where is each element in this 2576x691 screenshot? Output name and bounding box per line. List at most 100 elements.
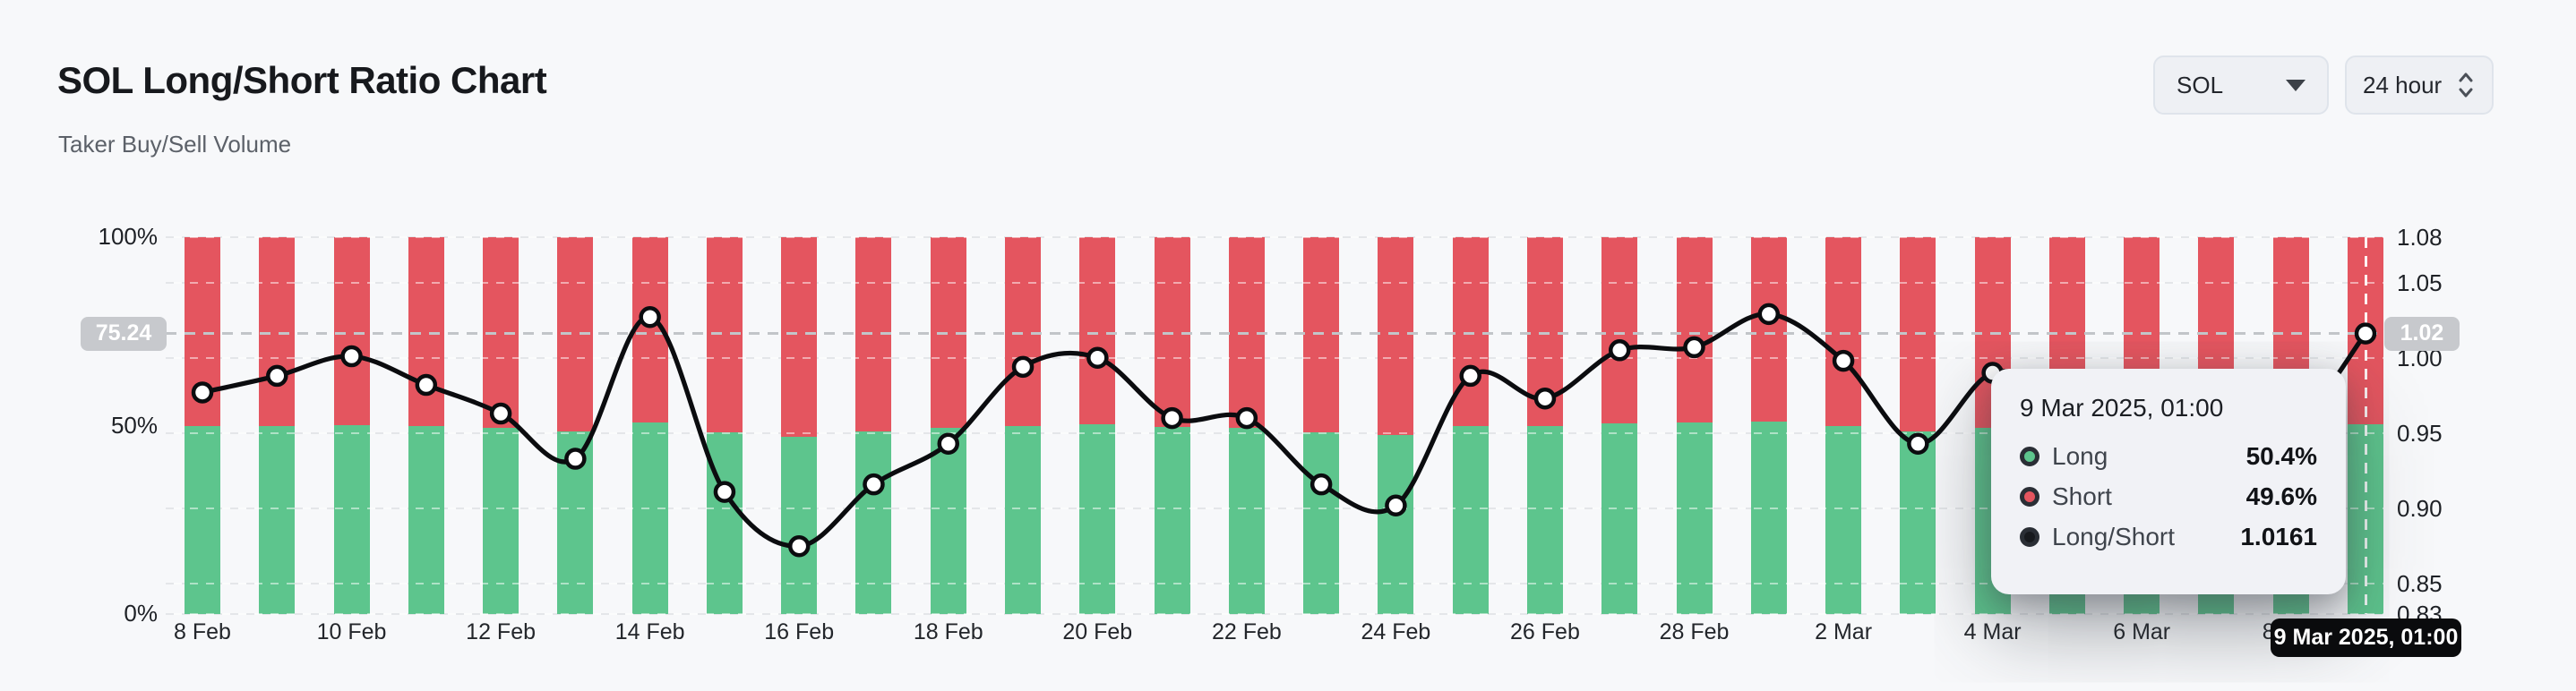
line-marker xyxy=(1309,473,1333,496)
bar-short-segment[interactable] xyxy=(333,237,370,425)
bar-short-segment[interactable] xyxy=(259,237,296,426)
y-axis-left-label: 50% xyxy=(110,411,158,439)
bar-long-segment[interactable] xyxy=(1452,425,1489,614)
long-short-dot-icon xyxy=(2020,527,2039,547)
line-marker xyxy=(1161,406,1183,430)
bar-short-segment[interactable] xyxy=(781,237,818,438)
bar-long-segment[interactable] xyxy=(333,424,370,614)
y-axis-right-label: 1.05 xyxy=(2397,269,2443,296)
tooltip-long-label: Long xyxy=(2052,442,2108,470)
x-axis-label: 2 Mar xyxy=(1815,619,1873,644)
x-axis-label: 20 Feb xyxy=(1062,619,1133,644)
caret-down-icon xyxy=(2286,79,2306,91)
x-axis-label: 8 Feb xyxy=(174,619,231,644)
line-marker xyxy=(2354,322,2377,345)
bar-long-segment[interactable] xyxy=(1676,422,1713,614)
x-axis-label: 26 Feb xyxy=(1510,619,1580,644)
x-axis-label: 18 Feb xyxy=(913,619,983,644)
gridline-overlay xyxy=(166,236,2383,238)
tooltip-row-short: Short 49.6% xyxy=(2020,482,2317,511)
bar-long-segment[interactable] xyxy=(1601,422,1638,614)
y-axis-left-label: 0% xyxy=(124,600,158,627)
line-marker xyxy=(1608,339,1631,362)
bar-short-segment[interactable] xyxy=(1154,237,1190,428)
line-marker xyxy=(1011,355,1035,379)
bar-long-segment[interactable] xyxy=(1005,425,1042,614)
page-subtitle: Taker Buy/Sell Volume xyxy=(58,131,292,158)
crosshair-left-badge: 75.24 xyxy=(81,316,167,351)
bar-long-segment[interactable] xyxy=(1526,425,1563,614)
line-marker xyxy=(937,432,960,455)
sort-chevrons-icon xyxy=(2456,70,2476,100)
tooltip-long-value: 50.4% xyxy=(2245,442,2317,470)
tooltip-short-value: 49.6% xyxy=(2245,482,2317,510)
bar-short-segment[interactable] xyxy=(1079,237,1116,424)
tooltip-long-short-label: Long/Short xyxy=(2052,523,2175,550)
line-marker xyxy=(1086,346,1109,369)
x-axis-label: 16 Feb xyxy=(764,619,835,644)
x-axis-label: 24 Feb xyxy=(1361,619,1431,644)
x-axis-label: 10 Feb xyxy=(316,619,387,644)
line-marker xyxy=(1533,387,1557,410)
bar-long-segment[interactable] xyxy=(1750,421,1787,614)
line-marker xyxy=(1907,432,1929,455)
y-axis-left-label: 100% xyxy=(98,223,159,250)
bar-long-segment[interactable] xyxy=(1825,425,1862,614)
gridline-overlay xyxy=(166,508,2383,510)
symbol-select-value: SOL xyxy=(2177,71,2224,98)
line-marker xyxy=(191,381,214,404)
x-axis-label: 28 Feb xyxy=(1659,619,1730,644)
y-axis-right-label: 1.08 xyxy=(2397,224,2443,251)
bar-short-segment[interactable] xyxy=(1825,237,1862,426)
y-axis-right-label: 0.95 xyxy=(2397,419,2443,447)
symbol-select[interactable]: SOL xyxy=(2153,55,2329,115)
page-title: SOL Long/Short Ratio Chart xyxy=(57,59,547,101)
gridline-overlay xyxy=(166,356,2383,359)
line-marker xyxy=(1757,303,1781,326)
gridline-overlay xyxy=(166,431,2383,434)
bar-short-segment[interactable] xyxy=(1750,237,1787,422)
tooltip: 9 Mar 2025, 01:00 Long 50.4% Short 49.6%… xyxy=(1991,369,2346,594)
x-axis-label: 6 Mar xyxy=(2113,619,2171,644)
line-marker xyxy=(787,534,811,558)
bar-long-segment[interactable] xyxy=(259,425,296,614)
gridline-overlay xyxy=(166,583,2383,585)
crosshair-date-label: 9 Mar 2025, 01:00 xyxy=(2271,618,2461,657)
crosshair-vertical-line xyxy=(2364,237,2367,614)
bar-long-segment[interactable] xyxy=(1154,427,1190,614)
tooltip-row-long-short: Long/Short 1.0161 xyxy=(2020,523,2317,551)
tooltip-short-label: Short xyxy=(2052,482,2112,510)
long-dot-icon xyxy=(2020,447,2039,466)
bar-short-segment[interactable] xyxy=(1378,237,1414,436)
x-axis-label: 22 Feb xyxy=(1211,619,1282,644)
line-marker xyxy=(639,306,661,328)
bar-short-segment[interactable] xyxy=(1676,237,1713,423)
line-marker xyxy=(713,481,736,503)
tooltip-title: 9 Mar 2025, 01:00 xyxy=(2020,394,2224,422)
x-axis-label: 14 Feb xyxy=(614,619,685,644)
bar-long-segment[interactable] xyxy=(185,425,220,614)
line-marker xyxy=(266,364,288,388)
bar-short-segment[interactable] xyxy=(1601,237,1638,423)
line-marker xyxy=(863,473,885,496)
crosshair-right-badge: 1.02 xyxy=(2384,316,2460,351)
bar-long-segment[interactable] xyxy=(1079,423,1116,614)
line-marker xyxy=(1832,349,1855,372)
line-marker xyxy=(1235,406,1258,430)
y-axis-right-label: 0.90 xyxy=(2397,495,2443,523)
gridline-overlay xyxy=(166,281,2383,284)
x-axis-label: 12 Feb xyxy=(466,619,537,644)
crosshair-horizontal-line xyxy=(166,332,2383,336)
gridline-overlay xyxy=(166,613,2383,615)
x-axis-label: 4 Mar xyxy=(1963,619,2022,644)
bar-long-segment[interactable] xyxy=(631,422,668,614)
tooltip-row-long: Long 50.4% xyxy=(2020,442,2317,471)
short-dot-icon xyxy=(2020,487,2039,507)
bar-short-segment[interactable] xyxy=(1005,237,1042,426)
bar-short-segment[interactable] xyxy=(1452,237,1489,426)
interval-select[interactable]: 24 hour xyxy=(2345,55,2494,115)
line-marker xyxy=(564,448,587,470)
bar-long-segment[interactable] xyxy=(408,426,444,614)
line-marker xyxy=(340,345,363,368)
